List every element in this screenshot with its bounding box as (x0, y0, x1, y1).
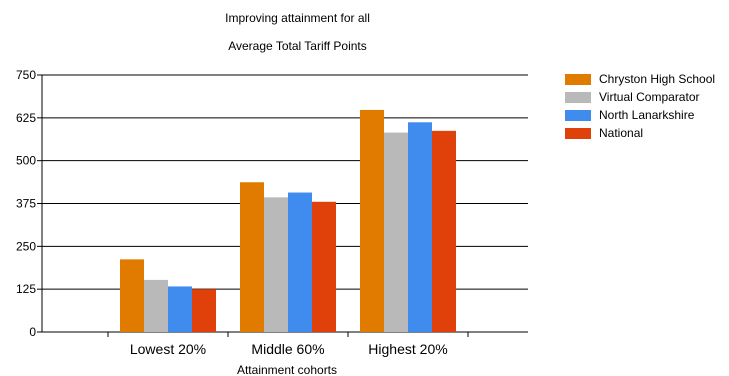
legend-label: North Lanarkshire (599, 108, 695, 122)
bar-chryston-high-school (120, 259, 144, 332)
bar-national (432, 130, 456, 332)
bar-north-lanarkshire (408, 122, 432, 333)
legend-item: National (565, 124, 715, 142)
y-tick-label: 125 (16, 282, 36, 296)
bar-national (192, 289, 216, 332)
bar-virtual-comparator (264, 197, 288, 332)
legend-item: Virtual Comparator (565, 88, 715, 106)
y-tick-label: 375 (16, 197, 36, 211)
x-tick-label: Highest 20% (368, 341, 447, 357)
legend-item: North Lanarkshire (565, 106, 715, 124)
legend-swatch (565, 109, 591, 121)
x-tick-label: Lowest 20% (130, 341, 206, 357)
chart-title: Improving attainment for all (225, 11, 370, 25)
bar-virtual-comparator (144, 279, 168, 332)
chart-legend: Chryston High School Virtual Comparator No… (565, 70, 715, 142)
y-tick-label: 0 (29, 325, 36, 339)
bar-virtual-comparator (384, 132, 408, 332)
legend-swatch (565, 127, 591, 139)
legend-label: National (599, 126, 644, 140)
y-tick-label: 750 (16, 68, 36, 82)
x-axis-title: Attainment cohorts (237, 363, 337, 376)
bar-north-lanarkshire (168, 286, 192, 332)
y-tick-label: 500 (16, 154, 36, 168)
legend-label: Chryston High School (599, 72, 716, 86)
legend-swatch (565, 91, 591, 103)
legend-item: Chryston High School (565, 70, 715, 88)
bar-chryston-high-school (240, 182, 264, 332)
bar-national (312, 201, 336, 332)
legend-label: Virtual Comparator (599, 90, 700, 104)
chart-subtitle: Average Total Tariff Points (228, 39, 367, 53)
y-tick-label: 625 (16, 111, 36, 125)
bar-chryston-high-school (360, 109, 384, 333)
bar-north-lanarkshire (288, 192, 312, 332)
x-tick-label: Middle 60% (251, 341, 324, 357)
legend-swatch (565, 73, 591, 85)
y-tick-label: 250 (16, 239, 36, 253)
